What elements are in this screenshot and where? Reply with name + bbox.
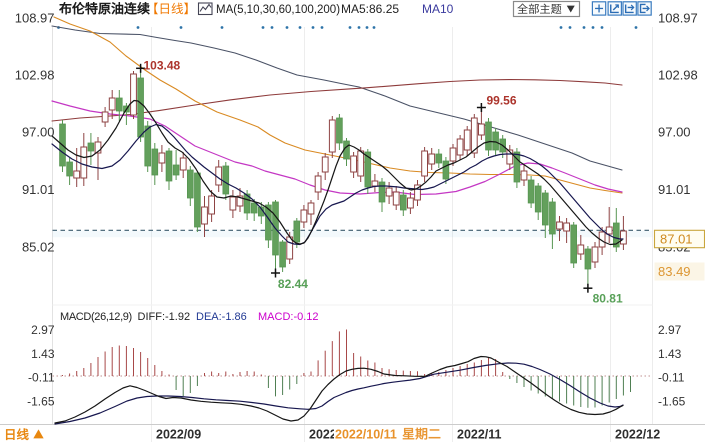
svg-text:MA(5,10,30,60,100,200): MA(5,10,30,60,100,200): [216, 4, 340, 16]
svg-text:2022/09: 2022/09: [156, 428, 201, 442]
svg-text:83.49: 83.49: [658, 264, 691, 279]
svg-text:MACD(26,12,9): MACD(26,12,9): [60, 311, 132, 323]
svg-text:103.48: 103.48: [144, 59, 181, 73]
svg-text:97.00: 97.00: [22, 125, 55, 140]
svg-text:80.81: 80.81: [593, 292, 623, 306]
svg-text:99.56: 99.56: [487, 94, 517, 108]
svg-text:-0.11: -0.11: [28, 371, 55, 385]
svg-text:1.43: 1.43: [31, 347, 55, 361]
svg-text:-0.11: -0.11: [658, 371, 685, 385]
svg-text:108.97: 108.97: [658, 10, 698, 25]
svg-text:97.00: 97.00: [658, 125, 691, 140]
svg-text:102.98: 102.98: [15, 67, 55, 82]
svg-text:-1.65: -1.65: [658, 394, 686, 408]
svg-text:MA10: MA10: [422, 2, 454, 16]
svg-text:85.02: 85.02: [22, 239, 55, 254]
svg-text:1.43: 1.43: [658, 347, 682, 361]
svg-text:2.97: 2.97: [658, 323, 682, 337]
svg-text:2022/12: 2022/12: [615, 428, 660, 442]
svg-text:108.97: 108.97: [15, 10, 55, 25]
svg-text:2022/11: 2022/11: [457, 428, 502, 442]
svg-text:DIFF:-1.92: DIFF:-1.92: [138, 311, 191, 323]
svg-text:MA5:86.25: MA5:86.25: [341, 2, 399, 16]
svg-text:2.97: 2.97: [31, 323, 55, 337]
svg-text:MACD:-0.12: MACD:-0.12: [258, 311, 319, 323]
svg-text:DEA:-1.86: DEA:-1.86: [196, 311, 247, 323]
svg-text:102.98: 102.98: [658, 67, 698, 82]
svg-text:82.44: 82.44: [278, 277, 308, 291]
svg-text:2022/10/11: 2022/10/11: [335, 428, 397, 442]
svg-text:-1.65: -1.65: [27, 394, 55, 408]
svg-text:91.01: 91.01: [658, 182, 691, 197]
svg-text:91.01: 91.01: [22, 182, 55, 197]
svg-text:87.01: 87.01: [660, 232, 693, 247]
